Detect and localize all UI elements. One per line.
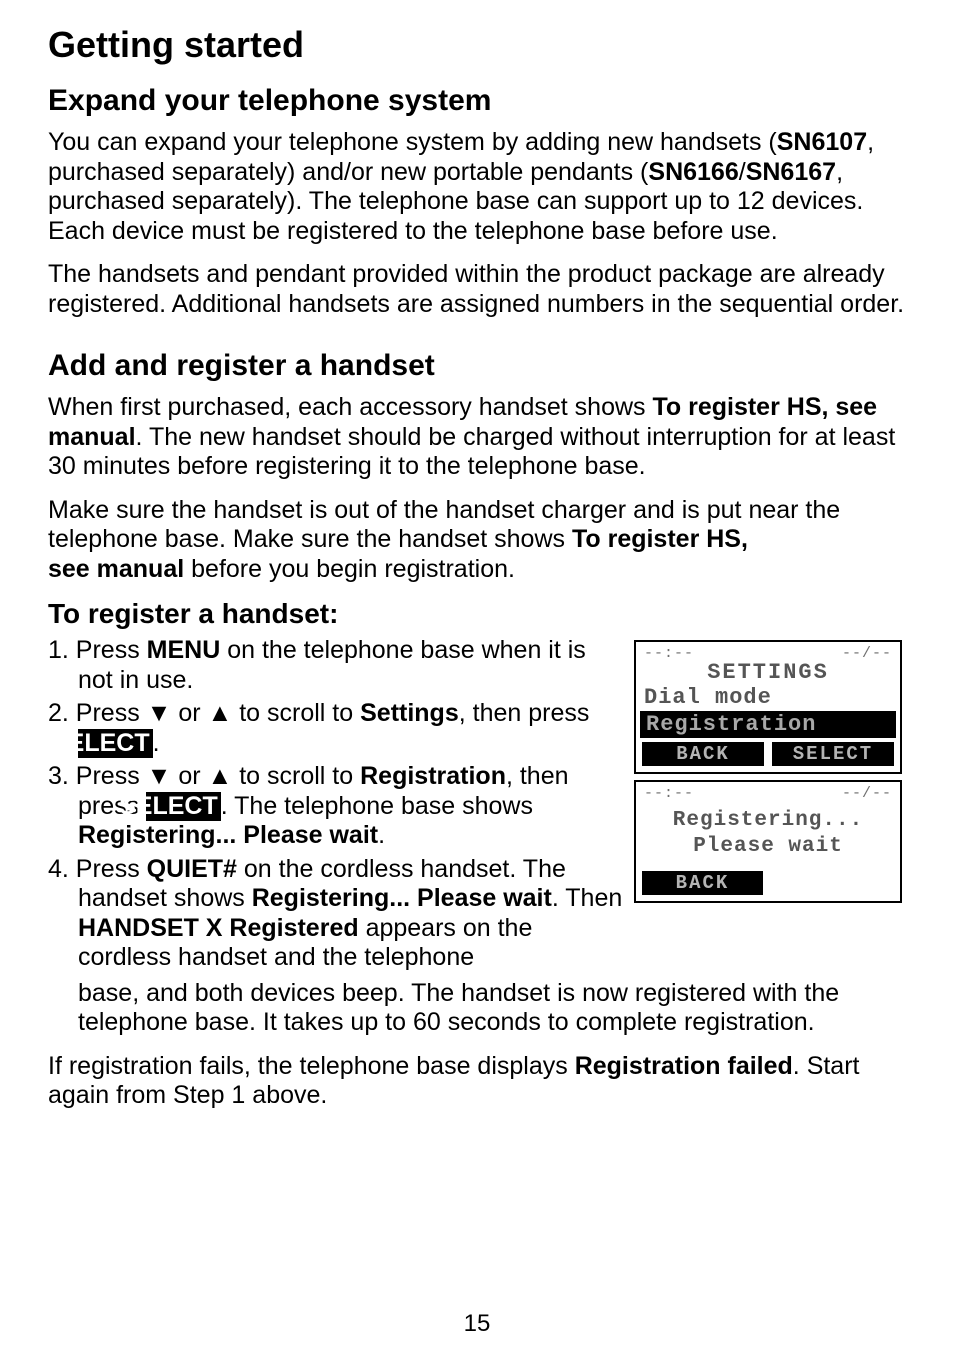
text: You can expand your telephone system by …	[48, 128, 777, 156]
lcd-screen-registering: --:-- --/-- Registering... Please wait B…	[634, 780, 902, 903]
expand-para-1: You can expand your telephone system by …	[48, 128, 906, 246]
lcd-msg-line2: Please wait	[693, 835, 843, 858]
text: . The new handset should be charged with…	[48, 423, 895, 481]
text: 4. Press	[48, 855, 147, 883]
model-sn6107: SN6107	[777, 128, 867, 156]
register-para-2: Make sure the handset is out of the hand…	[48, 496, 906, 585]
register-para-1: When first purchased, each accessory han…	[48, 393, 906, 482]
model-sn6167: SN6167	[746, 158, 836, 186]
lcd-handset-registered: HANDSET X Registered	[78, 914, 359, 942]
step-2: 2. Press ▼ or ▲ to scroll to Settings, t…	[48, 699, 626, 758]
key-select: SELECT	[78, 729, 153, 759]
text: before you begin registration.	[184, 555, 515, 583]
lcd-title: SETTINGS	[640, 660, 896, 685]
lcd-text-see-manual: see manual	[48, 555, 184, 583]
lcd-time: --:--	[644, 645, 694, 662]
step-1: 1. Press MENU on the telephone base when…	[48, 636, 626, 695]
text: 1. Press	[48, 636, 147, 664]
text: to scroll to	[232, 762, 360, 790]
model-sn6166: SN6166	[648, 158, 738, 186]
lcd-row-registration: Registration	[640, 711, 896, 738]
page-title: Getting started	[48, 24, 906, 66]
step-4-continuation: base, and both devices beep. The handset…	[48, 979, 906, 1038]
lcd-screen-settings: --:-- --/-- SETTINGS Dial mode Registrat…	[634, 640, 902, 774]
section-expand-heading: Expand your telephone system	[48, 84, 906, 118]
lcd-softkey-back: BACK	[642, 871, 763, 895]
text: . Then	[552, 884, 622, 912]
menu-registration: Registration	[360, 762, 506, 790]
text: to scroll to	[232, 699, 360, 727]
register-subheading: To register a handset:	[48, 598, 906, 630]
lcd-registering: Registering... Please wait	[78, 821, 378, 849]
register-steps: 1. Press MENU on the telephone base when…	[48, 636, 626, 973]
lcd-time: --:--	[644, 785, 694, 802]
text: 3. Press	[48, 762, 147, 790]
text: 2. Press	[48, 699, 147, 727]
text: /	[739, 158, 746, 186]
key-quiet: QUIET#	[147, 855, 237, 883]
text: . The telephone base shows	[221, 792, 533, 820]
section-register-heading: Add and register a handset	[48, 349, 906, 383]
lcd-softkey-select: SELECT	[772, 742, 894, 766]
lcd-msg-line1: Registering...	[673, 809, 863, 832]
lcd-registration-failed: Registration failed	[575, 1052, 793, 1080]
text: or	[171, 762, 207, 790]
lcd-registering-2: Registering... Please wait	[252, 884, 552, 912]
key-menu: MENU	[147, 636, 221, 664]
text: If registration fails, the telephone bas…	[48, 1052, 575, 1080]
step-4: 4. Press QUIET# on the cordless handset.…	[48, 855, 626, 973]
lcd-row-dial-mode: Dial mode	[640, 685, 896, 710]
down-icon: ▼	[147, 699, 172, 727]
lcd-date: --/--	[842, 785, 892, 802]
menu-settings: Settings	[360, 699, 459, 727]
text: .	[153, 729, 160, 757]
lcd-softkey-back: BACK	[642, 742, 764, 766]
step-3: 3. Press ▼ or ▲ to scroll to Registratio…	[48, 762, 626, 851]
key-select: SELECT	[146, 792, 221, 822]
text: .	[378, 821, 385, 849]
text: or	[171, 699, 207, 727]
page-number: 15	[0, 1310, 954, 1338]
expand-para-2: The handsets and pendant provided within…	[48, 260, 906, 319]
register-fail-para: If registration fails, the telephone bas…	[48, 1052, 906, 1111]
lcd-date: --/--	[842, 645, 892, 662]
text: , then press	[459, 699, 590, 727]
down-icon: ▼	[147, 762, 172, 790]
up-icon: ▲	[208, 762, 233, 790]
text: When first purchased, each accessory han…	[48, 393, 652, 421]
up-icon: ▲	[208, 699, 233, 727]
lcd-text-register-hs-2: To register HS,	[572, 525, 748, 553]
